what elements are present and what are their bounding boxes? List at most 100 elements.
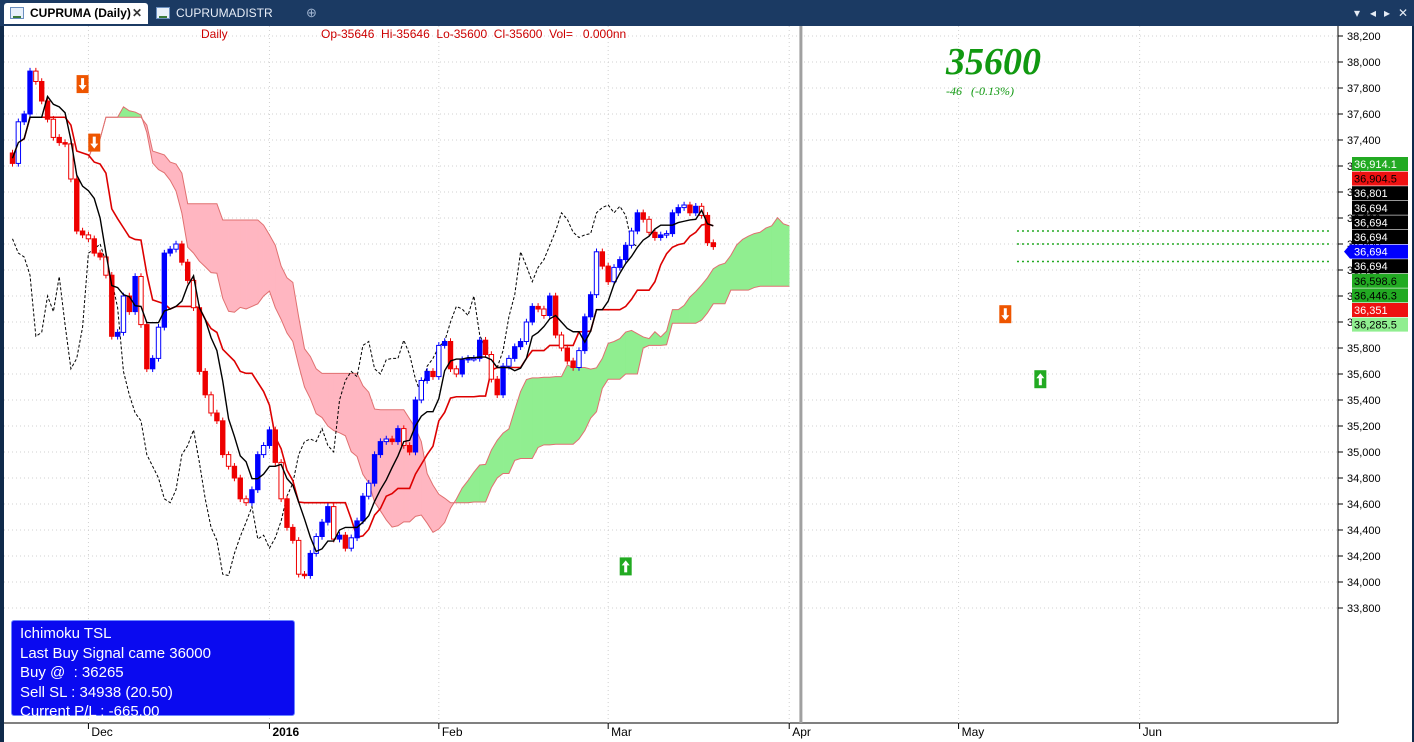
x-tick-label: Apr (792, 725, 811, 739)
candle (97, 249, 103, 261)
candle-body (564, 347, 570, 362)
label-text: 36,694 (1354, 232, 1388, 244)
tab-bar: CUPRUMA (Daily) ✕ CUPRUMADISTR (Daily) ⊕… (0, 0, 1414, 41)
kumo-segment (286, 277, 294, 343)
candle (360, 492, 366, 525)
x-tick-label: Dec (91, 725, 112, 739)
candle (21, 110, 27, 126)
candle (39, 78, 45, 105)
candle-body (44, 100, 51, 120)
candle (401, 425, 407, 449)
candle (155, 323, 162, 362)
price-chart[interactable]: 33,800 34,000 34,200 34,400 34,600 34,800 35,0… (4, 26, 1412, 742)
candle-body (523, 321, 530, 342)
candle-body (669, 212, 676, 235)
candle-body (190, 279, 197, 309)
y-tick-label: 35,800 (1347, 343, 1381, 355)
candle (482, 336, 489, 358)
candle (313, 533, 319, 557)
candle-body (658, 234, 664, 238)
label-text: 36,694 (1354, 217, 1388, 229)
candle (675, 204, 681, 217)
label-bg (1352, 259, 1408, 274)
candle (284, 495, 290, 531)
kumo-segment (765, 225, 772, 287)
label-bg (1352, 157, 1408, 171)
candle-body (21, 113, 27, 123)
ohlc-readout: Op-35646 Hi-35646 Lo-35600 Cl-35600 Vol=… (321, 27, 627, 41)
candle-body (652, 231, 658, 239)
kumo-segment (777, 217, 784, 287)
candle-body (623, 244, 629, 261)
candle-body (506, 357, 512, 367)
scroll-right-icon[interactable]: ▸ (1383, 6, 1391, 20)
kumo-segment (327, 373, 334, 432)
candle-body (185, 261, 191, 281)
tab-cuprumadistr[interactable]: CUPRUMADISTR (Daily) (150, 3, 300, 41)
candle-body (605, 265, 611, 283)
candle-body (301, 573, 308, 577)
close-window-icon[interactable]: ✕ (1397, 6, 1409, 20)
candle (214, 409, 220, 425)
candle (307, 550, 314, 579)
candle (167, 245, 173, 257)
candle (325, 503, 331, 526)
candle-body (260, 445, 267, 456)
candle (272, 426, 279, 466)
label-bg (1352, 288, 1408, 303)
scroll-left-icon[interactable]: ◂ (1369, 6, 1377, 20)
y-tick-label: 38,000 (1347, 57, 1381, 69)
label-text: 36,694 (1354, 247, 1388, 259)
last-price: 35600 (946, 41, 1041, 83)
kumo-segment (578, 367, 586, 440)
candle-body (582, 316, 588, 352)
candle-body (295, 539, 302, 575)
senkou-span-a (87, 106, 790, 533)
candle-body (319, 521, 325, 538)
candle (366, 479, 372, 500)
kumo-segment (257, 219, 264, 305)
candle-body (517, 341, 524, 348)
y-tick-label: 35,200 (1347, 421, 1381, 433)
kumo-segment (479, 464, 486, 503)
candle-body (675, 207, 681, 214)
arrow-up-icon (1036, 373, 1045, 386)
candle (173, 240, 179, 253)
candle (535, 303, 541, 313)
y-axis-area (1338, 26, 1412, 742)
candle-body (395, 428, 401, 443)
candle-body (155, 326, 162, 359)
candle-body (471, 357, 477, 361)
candle-body (109, 274, 115, 337)
kumo-segment (228, 219, 235, 313)
candle (512, 343, 518, 362)
indicator-value-label: 36,914.1 (1352, 157, 1408, 171)
info-sell-sl: Sell SL : 34938 (20.50) (20, 683, 173, 701)
candle (132, 273, 138, 315)
candle (91, 235, 97, 257)
tab-cupruma[interactable]: CUPRUMA (Daily) ✕ (4, 3, 148, 24)
candle-body (79, 230, 86, 236)
candle-body (225, 454, 232, 467)
kumo-segment (549, 376, 556, 446)
chart-pane[interactable]: 33,800 34,000 34,200 34,400 34,600 34,800 35,0… (4, 26, 1412, 742)
candle-body (366, 482, 372, 497)
tab-list-icon[interactable]: ▾ (1353, 6, 1361, 20)
label-text: 36,598.6 (1354, 276, 1397, 288)
candle-body (354, 520, 360, 539)
label-bg (1352, 317, 1408, 332)
new-tab-icon[interactable]: ⊕ (306, 5, 317, 20)
candle-body (447, 341, 454, 370)
y-tick-label: 34,600 (1347, 499, 1381, 511)
candle-body (231, 465, 238, 479)
candle (500, 362, 506, 399)
kumo-segment (555, 376, 562, 445)
kumo-segment (748, 233, 755, 291)
candle-body (453, 368, 460, 375)
candle (185, 258, 191, 284)
candle (494, 375, 500, 399)
indicator-value-label: 36,694 (1352, 215, 1408, 230)
candle (62, 139, 68, 148)
candle-body (611, 266, 617, 283)
close-icon[interactable]: ✕ (131, 6, 142, 20)
